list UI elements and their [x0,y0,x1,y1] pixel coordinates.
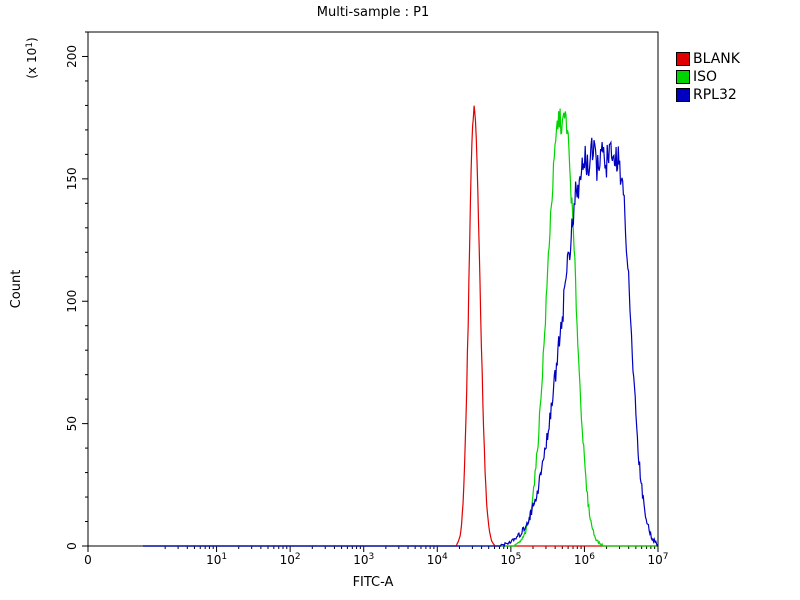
curves [143,105,658,548]
legend-swatch-rpl32 [676,88,690,102]
legend-swatch-iso [676,70,690,84]
y-axis-tick-label: 150 [65,167,79,190]
x-axis-tick-label: 102 [280,552,301,567]
y-axis-tick-label: 0 [65,542,79,550]
x-axis-tick-label: 106 [574,552,595,567]
y-axis-tick-label: 200 [65,45,79,68]
x-axis-tick-label: 107 [647,552,668,567]
x-axis-tick-label: 104 [427,552,448,567]
y-axis-label: Count [9,270,24,309]
legend-swatch-blank [676,52,690,66]
legend-item-iso: ISO [676,68,740,86]
legend-label-iso: ISO [693,69,718,85]
legend-label-rpl32: RPL32 [693,87,737,103]
legend-item-blank: BLANK [676,50,740,68]
y-axis-unit-label: (x 101) [25,37,39,78]
curve-blank [143,105,658,547]
legend-item-rpl32: RPL32 [676,86,740,104]
x-axis-label: FITC-A [353,575,394,590]
legend: BLANK ISO RPL32 [676,50,740,104]
y-axis-tick-label: 50 [65,416,79,431]
plot-border [87,31,659,547]
curve-rpl32 [143,137,658,548]
x-axis-tick-label-zero: 0 [84,553,92,567]
legend-label-blank: BLANK [693,51,740,67]
x-axis-tick-label: 103 [353,552,374,567]
x-axis-tick-label: 105 [500,552,521,567]
y-axis-tick-label: 100 [65,290,79,313]
axes: 0 50 100 150 200 (x 101) 0 101 102 103 104 105 106 10… [25,31,669,567]
x-axis-tick-label: 101 [206,552,227,567]
chart-title: Multi-sample : P1 [317,5,430,20]
